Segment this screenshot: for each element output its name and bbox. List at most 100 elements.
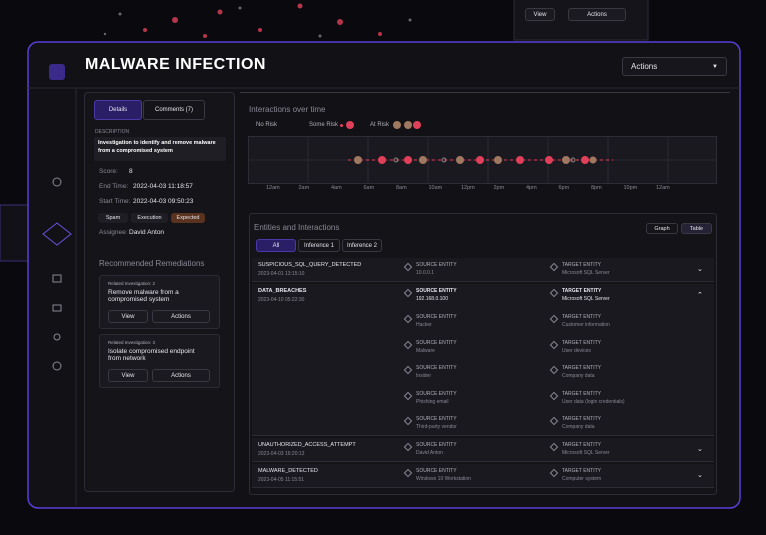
- target-label: TARGET ENTITY: [562, 339, 601, 346]
- time-label: 2am: [298, 185, 310, 191]
- timeline-title: Interactions over time: [249, 105, 326, 114]
- field-value: 2022-04-03 11:18:57: [133, 183, 193, 190]
- entity-row: [252, 437, 714, 462]
- actions-button[interactable]: Actions: [152, 310, 210, 323]
- main-panel: [240, 92, 730, 502]
- source-label: SOURCE ENTITY: [416, 288, 457, 294]
- actions-button[interactable]: Actions: [152, 369, 210, 382]
- description-text: Investigation to identify and remove mal…: [94, 137, 226, 161]
- entity-row: [252, 258, 714, 282]
- target-label: TARGET ENTITY: [562, 416, 601, 422]
- legend-dot: [340, 124, 343, 127]
- time-label: 8pm: [591, 185, 602, 191]
- entity-tab[interactable]: Inference 2: [342, 239, 382, 252]
- expand-chevron[interactable]: ⌃: [697, 292, 703, 299]
- entity-row: [252, 463, 714, 488]
- view-toggle[interactable]: Table: [681, 223, 712, 234]
- page-title: MALWARE INFECTION: [85, 56, 266, 73]
- view-button[interactable]: View: [108, 369, 148, 382]
- view-button[interactable]: View: [108, 310, 148, 323]
- details-tab[interactable]: Comments (7): [143, 100, 205, 120]
- source-label: SOURCE ENTITY: [416, 467, 457, 474]
- time-label: 12am: [656, 185, 670, 191]
- source-value: Windows 10 Workstation: [416, 475, 471, 482]
- time-label: 6am: [363, 185, 375, 191]
- legend-dot: [393, 121, 401, 129]
- assignee-label: Assignee:: [99, 229, 128, 236]
- source-value: Phishing email: [416, 398, 449, 405]
- time-label: 8am: [396, 185, 407, 191]
- source-value: Insider: [416, 373, 432, 379]
- source-value: 192.168.0.100: [416, 296, 448, 302]
- target-value: User data (login credentials): [562, 398, 625, 405]
- source-label: SOURCE ENTITY: [416, 339, 457, 346]
- tag: Expected: [171, 213, 205, 223]
- event-time: 2023-04-01 13:15:10: [258, 271, 305, 277]
- time-label: 4pm: [526, 185, 537, 191]
- target-label: TARGET ENTITY: [562, 314, 601, 320]
- source-label: SOURCE ENTITY: [416, 365, 457, 371]
- event-time: 2023-04-10 05:22:30: [258, 297, 305, 303]
- dropdown-caret: ▼: [712, 63, 718, 70]
- target-label: TARGET ENTITY: [562, 441, 601, 448]
- legend-dot: [346, 121, 354, 129]
- field-label: Score:: [99, 168, 118, 175]
- entity-row: [252, 284, 714, 436]
- target-label: TARGET ENTITY: [562, 467, 601, 474]
- field-value: 2022-04-03 09:50:23: [133, 198, 194, 205]
- description-label: DESCRIPTION: [95, 129, 130, 135]
- actions-label: Actions: [631, 62, 658, 71]
- expand-chevron[interactable]: ⌄: [697, 471, 703, 479]
- source-value: Hacker: [416, 322, 432, 328]
- source-label: SOURCE ENTITY: [416, 262, 457, 268]
- time-label: 6pm: [558, 185, 570, 191]
- entities-title: Entities and Interactions: [254, 223, 340, 232]
- related-label: Related Investigation: 2: [108, 281, 156, 286]
- target-value: Microsoft SQL Server: [562, 449, 610, 456]
- source-label: SOURCE ENTITY: [416, 314, 457, 320]
- target-value: User devices: [562, 347, 591, 354]
- field-label: End Time:: [99, 183, 129, 190]
- source-label: SOURCE ENTITY: [416, 390, 457, 397]
- event-name: DATA_BREACHES: [258, 288, 307, 294]
- time-label: 12am: [266, 185, 280, 191]
- expand-chevron[interactable]: ⌄: [697, 445, 703, 453]
- field-value: 8: [129, 168, 133, 175]
- assignee-value: David Anton: [129, 229, 165, 236]
- legend-dot: [413, 121, 421, 129]
- event-time: 2023-04-03 16:20:13: [258, 450, 305, 457]
- legend-item: At Risk: [370, 122, 390, 128]
- source-value: David Anton: [416, 449, 443, 456]
- time-label: 12pm: [461, 185, 475, 191]
- target-label: TARGET ENTITY: [562, 365, 601, 371]
- target-value: Microsoft SQL Server: [562, 296, 610, 302]
- time-label: 10am: [428, 185, 443, 191]
- event-name: MALWARE_DETECTED: [258, 467, 318, 474]
- time-label: 10pm: [623, 185, 638, 191]
- source-label: SOURCE ENTITY: [416, 441, 457, 448]
- background-view-button[interactable]: View: [525, 8, 555, 21]
- field-label: Start Time:: [99, 198, 131, 205]
- remediation-title: Remove malware from a compromised system: [108, 289, 179, 304]
- target-value: Customer information: [562, 322, 610, 328]
- target-value: Computer system: [562, 475, 602, 482]
- view-toggle[interactable]: Graph: [646, 223, 678, 234]
- details-tab[interactable]: Details: [94, 100, 142, 120]
- target-label: TARGET ENTITY: [562, 288, 602, 294]
- time-label: 2pm: [493, 185, 505, 191]
- expand-chevron[interactable]: ⌄: [697, 266, 703, 273]
- entity-tab[interactable]: Inference 1: [298, 239, 340, 252]
- source-value: 10.0.0.1: [416, 270, 435, 276]
- target-label: TARGET ENTITY: [562, 262, 601, 268]
- time-label: 4am: [331, 185, 342, 191]
- legend-item: No Risk: [256, 122, 278, 128]
- target-value: Company data: [562, 424, 595, 430]
- remediation-title: Isolate compromised endpoint from networ…: [108, 348, 195, 363]
- related-label: Related Investigation: 3: [108, 340, 156, 345]
- event-name: UNAUTHORIZED_ACCESS_ATTEMPT: [258, 441, 356, 448]
- legend-dot: [404, 121, 412, 129]
- entity-tab[interactable]: All: [256, 239, 296, 252]
- background-actions-button[interactable]: Actions: [568, 8, 626, 21]
- target-value: Microsoft SQL Server: [562, 270, 610, 276]
- actions-dropdown[interactable]: Actions ▼: [622, 57, 727, 76]
